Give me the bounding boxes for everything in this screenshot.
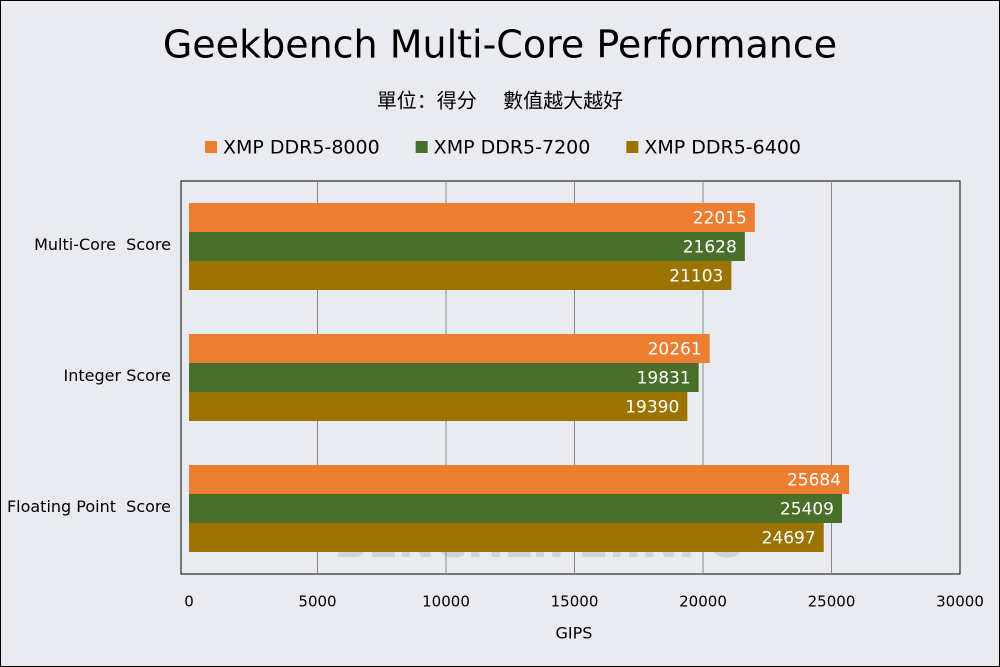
chart-title: Geekbench Multi-Core Performance xyxy=(163,23,837,67)
legend-label: XMP DDR5-6400 xyxy=(644,137,801,159)
bar xyxy=(189,494,843,523)
x-tick-label: 10000 xyxy=(422,593,470,611)
bar xyxy=(189,203,755,232)
x-tick-label: 15000 xyxy=(551,593,599,611)
y-tick-label: Floating Point Score xyxy=(7,497,171,516)
x-tick-label: 5000 xyxy=(298,593,336,611)
bar xyxy=(189,523,824,552)
x-tick-label: 25000 xyxy=(808,593,856,611)
legend-swatch xyxy=(626,141,639,153)
bar xyxy=(189,465,850,494)
plot-area xyxy=(180,180,961,575)
bar xyxy=(189,232,745,261)
value-label: 19390 xyxy=(625,398,679,418)
x-tick-label: 30000 xyxy=(936,593,984,611)
y-tick-label: Multi-Core Score xyxy=(34,235,171,254)
legend-swatch xyxy=(415,141,428,153)
legend-swatch xyxy=(205,141,217,153)
x-tick-label: 20000 xyxy=(679,593,727,611)
y-tick-label: Integer Score xyxy=(64,366,171,385)
value-label: 19831 xyxy=(637,369,691,389)
x-tick-label: 0 xyxy=(184,593,194,611)
bar xyxy=(189,363,699,392)
value-label: 24697 xyxy=(762,529,816,549)
bar xyxy=(189,261,732,290)
value-label: 25409 xyxy=(780,500,834,520)
value-label: 21628 xyxy=(683,238,737,258)
x-axis-label: GIPS xyxy=(556,624,593,643)
value-label: 20261 xyxy=(648,340,702,360)
chart-subtitle: 單位：得分 數值越大越好 xyxy=(377,89,623,113)
value-label: 25684 xyxy=(787,471,841,491)
legend-label: XMP DDR5-7200 xyxy=(434,137,591,159)
bar xyxy=(189,392,688,421)
bar xyxy=(189,334,710,363)
legend-label: XMP DDR5-8000 xyxy=(223,137,380,159)
value-label: 22015 xyxy=(693,209,747,229)
value-label: 21103 xyxy=(669,267,723,287)
